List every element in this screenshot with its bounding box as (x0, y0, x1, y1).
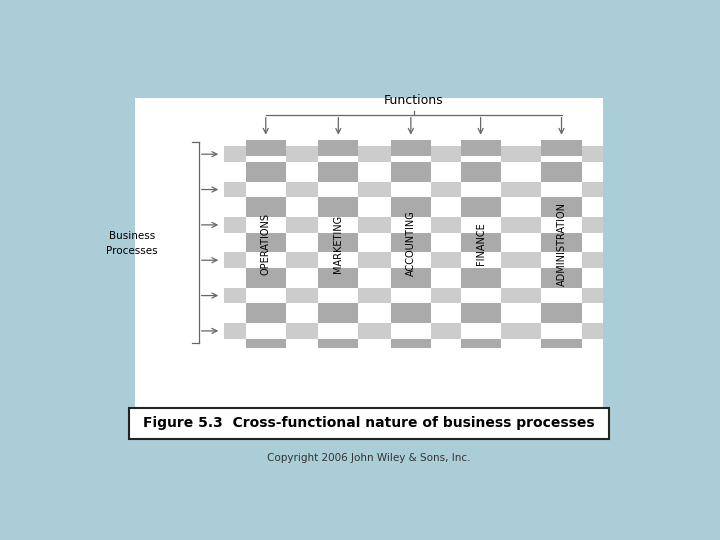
Bar (224, 288, 603, 303)
Bar (224, 252, 603, 268)
Bar (391, 217, 431, 233)
Bar (318, 140, 359, 348)
Bar (461, 140, 500, 348)
Bar (541, 339, 582, 348)
Bar (224, 146, 603, 162)
Bar (129, 408, 609, 439)
Text: Copyright 2006 John Wiley & Sons, Inc.: Copyright 2006 John Wiley & Sons, Inc. (267, 453, 471, 463)
Bar (246, 140, 286, 348)
Bar (318, 146, 359, 162)
Text: ACCOUNTING: ACCOUNTING (406, 211, 416, 276)
Bar (246, 288, 286, 303)
Bar (135, 98, 603, 439)
Bar (541, 140, 582, 156)
Bar (541, 146, 582, 162)
Bar (461, 323, 500, 339)
Bar (391, 288, 431, 303)
Bar (318, 140, 359, 156)
Bar (318, 288, 359, 303)
Bar (391, 181, 431, 198)
Bar (541, 217, 582, 233)
Text: Figure 5.3  Cross-functional nature of business processes: Figure 5.3 Cross-functional nature of bu… (143, 416, 595, 430)
Bar (461, 252, 500, 268)
Text: Functions: Functions (384, 93, 444, 106)
Bar (461, 339, 500, 348)
Bar (318, 181, 359, 198)
Bar (391, 339, 431, 348)
Text: MARKETING: MARKETING (333, 214, 343, 273)
Bar (461, 146, 500, 162)
Bar (461, 288, 500, 303)
Text: Business: Business (109, 231, 155, 241)
Bar (224, 323, 603, 339)
Bar (391, 146, 431, 162)
Bar (246, 252, 286, 268)
Bar (391, 323, 431, 339)
Text: FINANCE: FINANCE (476, 222, 485, 265)
Bar (541, 288, 582, 303)
Text: Processes: Processes (106, 246, 158, 256)
Text: OPERATIONS: OPERATIONS (261, 213, 271, 275)
Bar (246, 140, 286, 156)
Bar (246, 181, 286, 198)
Bar (224, 217, 603, 233)
Bar (541, 252, 582, 268)
Bar (541, 140, 582, 348)
Bar (246, 323, 286, 339)
Bar (318, 339, 359, 348)
Bar (246, 339, 286, 348)
Bar (246, 146, 286, 162)
Bar (391, 140, 431, 156)
Bar (461, 140, 500, 156)
Bar (391, 252, 431, 268)
Bar (318, 323, 359, 339)
Bar (541, 181, 582, 198)
Bar (541, 323, 582, 339)
Bar (461, 181, 500, 198)
Bar (318, 252, 359, 268)
Bar (318, 217, 359, 233)
Bar (461, 217, 500, 233)
Bar (391, 140, 431, 348)
Bar (224, 181, 603, 198)
Bar (246, 217, 286, 233)
Text: ADMINISTRATION: ADMINISTRATION (557, 201, 567, 286)
